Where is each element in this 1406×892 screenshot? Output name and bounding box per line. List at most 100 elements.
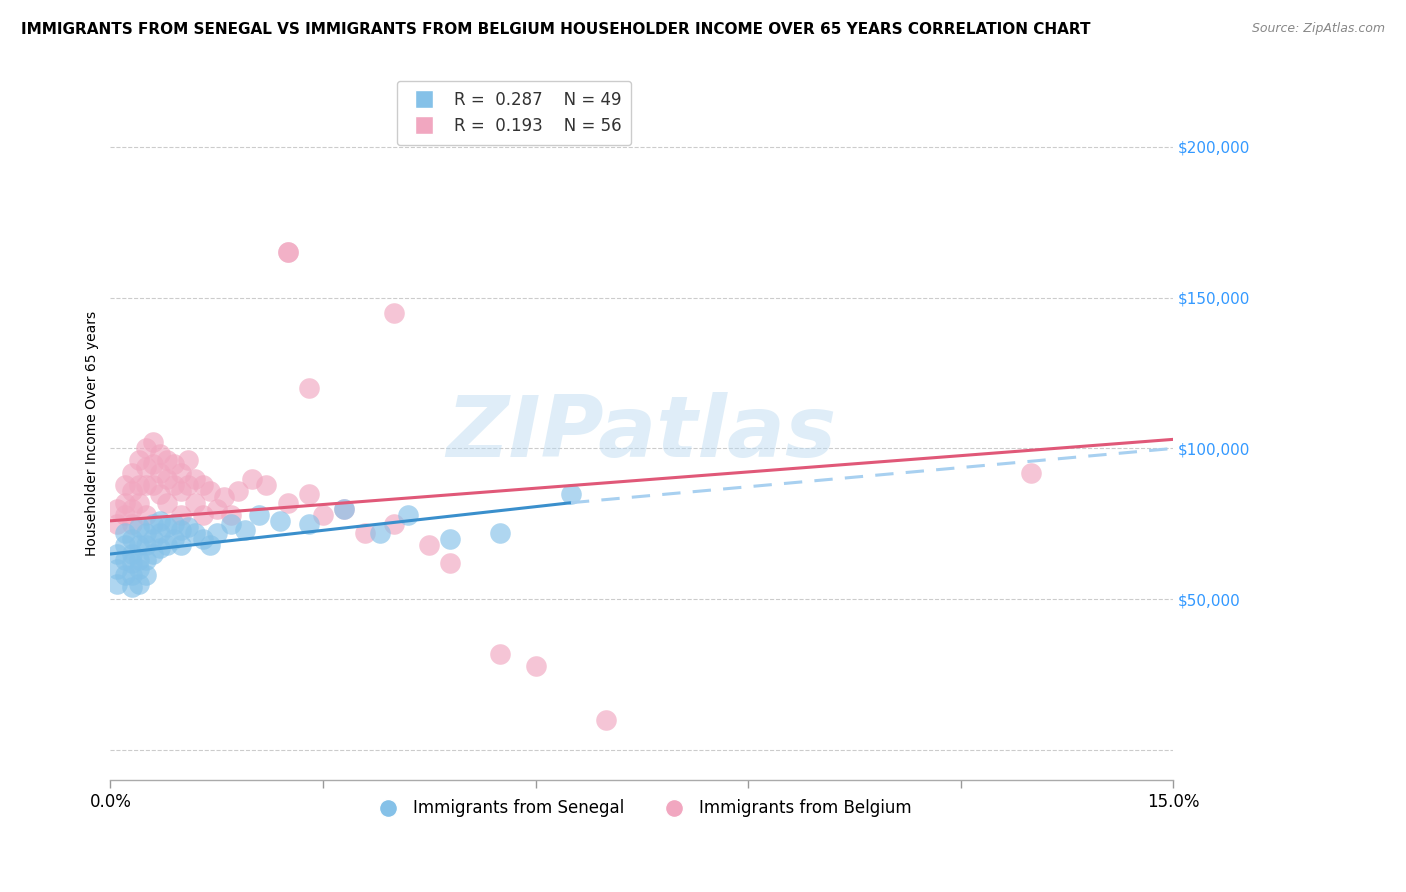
Point: [219, 508, 242, 522]
Point: [114, 508, 136, 522]
Point: [114, 496, 136, 510]
Point: [135, 477, 157, 491]
Point: [312, 508, 335, 522]
Point: [184, 472, 207, 486]
Point: [135, 508, 157, 522]
Point: [128, 520, 150, 534]
Point: [277, 245, 299, 260]
Point: [149, 466, 172, 480]
Point: [191, 508, 214, 522]
Point: [163, 516, 186, 531]
Point: [396, 508, 419, 522]
Point: [298, 486, 321, 500]
Point: [156, 472, 179, 486]
Point: [142, 435, 165, 450]
Point: [191, 477, 214, 491]
Point: [198, 538, 221, 552]
Point: [156, 453, 179, 467]
Point: [149, 525, 172, 540]
Point: [121, 580, 143, 594]
Y-axis label: Householder Income Over 65 years: Householder Income Over 65 years: [86, 310, 100, 556]
Point: [149, 486, 172, 500]
Point: [382, 305, 405, 319]
Point: [135, 459, 157, 474]
Point: [233, 523, 256, 537]
Point: [219, 516, 242, 531]
Point: [198, 483, 221, 498]
Point: [121, 532, 143, 546]
Point: [254, 477, 277, 491]
Point: [184, 496, 207, 510]
Point: [354, 525, 377, 540]
Point: [277, 496, 299, 510]
Point: [121, 483, 143, 498]
Text: ZIPatlas: ZIPatlas: [447, 392, 837, 475]
Point: [163, 532, 186, 546]
Point: [121, 547, 143, 561]
Point: [114, 525, 136, 540]
Point: [489, 525, 512, 540]
Point: [205, 525, 228, 540]
Point: [177, 477, 200, 491]
Point: [135, 442, 157, 456]
Point: [121, 501, 143, 516]
Point: [135, 538, 157, 552]
Point: [524, 658, 547, 673]
Point: [128, 538, 150, 552]
Point: [107, 577, 129, 591]
Point: [298, 381, 321, 395]
Point: [170, 538, 193, 552]
Point: [114, 477, 136, 491]
Point: [135, 525, 157, 540]
Point: [107, 516, 129, 531]
Point: [333, 501, 356, 516]
Point: [156, 496, 179, 510]
Point: [418, 538, 440, 552]
Point: [128, 577, 150, 591]
Point: [298, 516, 321, 531]
Point: [184, 525, 207, 540]
Point: [128, 453, 150, 467]
Point: [277, 245, 299, 260]
Point: [107, 501, 129, 516]
Point: [114, 553, 136, 567]
Point: [595, 713, 617, 727]
Point: [142, 547, 165, 561]
Point: [135, 553, 157, 567]
Point: [382, 516, 405, 531]
Point: [212, 490, 235, 504]
Point: [142, 516, 165, 531]
Point: [170, 466, 193, 480]
Point: [560, 486, 582, 500]
Point: [156, 520, 179, 534]
Point: [489, 647, 512, 661]
Point: [128, 553, 150, 567]
Point: [142, 477, 165, 491]
Point: [128, 496, 150, 510]
Point: [269, 514, 291, 528]
Point: [121, 556, 143, 570]
Point: [142, 532, 165, 546]
Point: [114, 538, 136, 552]
Text: Source: ZipAtlas.com: Source: ZipAtlas.com: [1251, 22, 1385, 36]
Point: [121, 516, 143, 531]
Point: [121, 466, 143, 480]
Point: [191, 532, 214, 546]
Point: [177, 520, 200, 534]
Point: [226, 483, 249, 498]
Point: [149, 514, 172, 528]
Text: IMMIGRANTS FROM SENEGAL VS IMMIGRANTS FROM BELGIUM HOUSEHOLDER INCOME OVER 65 YE: IMMIGRANTS FROM SENEGAL VS IMMIGRANTS FR…: [21, 22, 1091, 37]
Point: [177, 453, 200, 467]
Point: [135, 568, 157, 582]
Point: [114, 568, 136, 582]
Point: [439, 532, 461, 546]
Point: [170, 523, 193, 537]
Point: [107, 547, 129, 561]
Point: [1021, 466, 1043, 480]
Point: [163, 457, 186, 471]
Point: [156, 538, 179, 552]
Point: [149, 541, 172, 555]
Point: [205, 501, 228, 516]
Point: [128, 562, 150, 576]
Point: [107, 562, 129, 576]
